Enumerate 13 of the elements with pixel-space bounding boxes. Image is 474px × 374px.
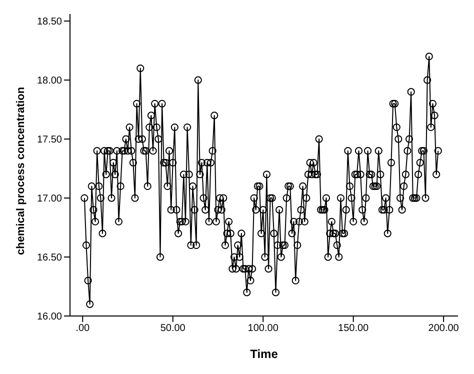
y-tick-label: 17.50 bbox=[36, 134, 62, 146]
x-tick-label: .00 bbox=[76, 323, 90, 334]
x-tick-label: 100.00 bbox=[248, 323, 279, 334]
y-tick-label: 16.00 bbox=[36, 312, 62, 323]
y-tick-label: 18.50 bbox=[36, 16, 62, 28]
y-axis-title: chemical process concentration bbox=[14, 86, 27, 255]
y-tick-label: 17.00 bbox=[36, 194, 62, 205]
x-tick-label: 150.00 bbox=[338, 323, 370, 334]
x-tick-label: 50.00 bbox=[160, 323, 186, 334]
x-axis-title: Time bbox=[250, 347, 278, 361]
y-tick-label: 16.50 bbox=[36, 252, 62, 264]
x-tick-label: 200.00 bbox=[428, 323, 460, 334]
y-tick-label: 18.00 bbox=[36, 76, 62, 87]
